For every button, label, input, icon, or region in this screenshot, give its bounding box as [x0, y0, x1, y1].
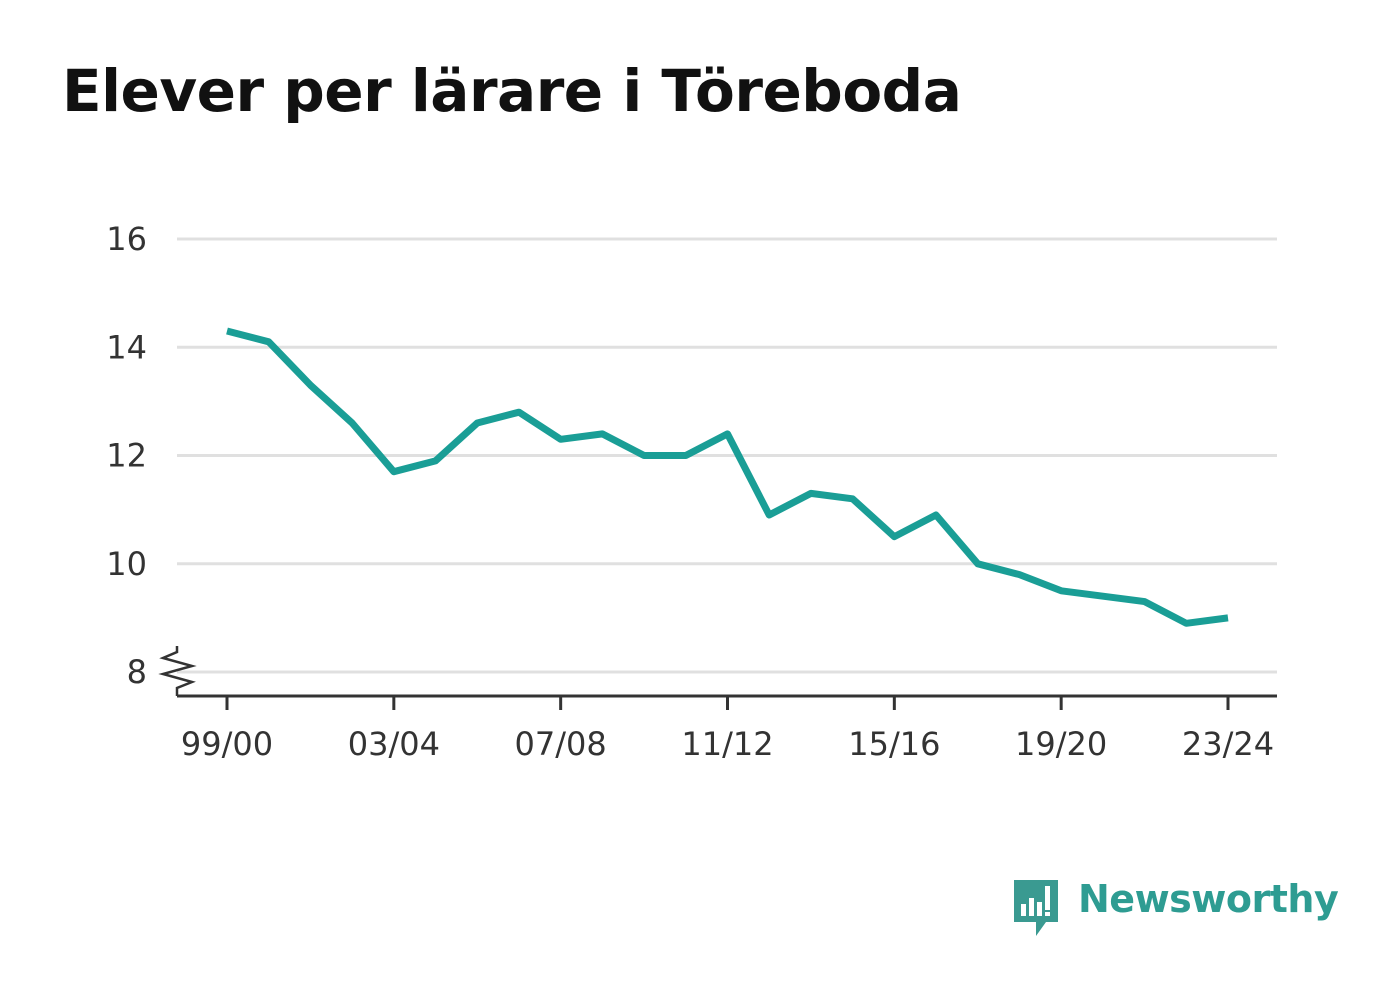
x-tick-label-03-04: 03/04 [348, 725, 440, 763]
data-point-09-10 [641, 452, 648, 459]
y-tick-label-16: 16 [106, 220, 147, 258]
data-point-08-09 [599, 430, 606, 437]
data-point-05-06 [474, 420, 481, 427]
data-point-10-11 [682, 452, 689, 459]
y-tick-label-10: 10 [106, 545, 147, 583]
axis-break-icon [158, 646, 197, 696]
data-point-21-22 [1141, 598, 1148, 605]
data-point-04-05 [432, 457, 439, 464]
brand: Newsworthy [1012, 877, 1339, 940]
data-point-11-12 [724, 430, 731, 437]
data-point-02-03 [349, 420, 356, 427]
newsworthy-logo-icon [1014, 880, 1058, 936]
data-point-14-15 [849, 495, 856, 502]
brand-name: Newsworthy [1078, 877, 1339, 921]
data-point-16-17 [933, 512, 940, 519]
x-tick-label-19-20: 19/20 [1015, 725, 1107, 763]
grid-lines [177, 237, 1277, 674]
data-point-15-16 [891, 533, 898, 540]
data-point-23-24 [1225, 614, 1232, 621]
data-point-17-18 [974, 560, 981, 567]
series-layer [224, 327, 1232, 627]
x-axis: 99/00 03/04 07/08 11/12 15/16 19/20 23/24 [177, 694, 1277, 763]
x-tick-label-15-16: 15/16 [848, 725, 940, 763]
y-tick-label-12: 12 [106, 437, 147, 475]
x-tick-label-07-08: 07/08 [515, 725, 607, 763]
x-tick-label-99-00: 99/00 [181, 725, 273, 763]
data-point-12-13 [766, 512, 773, 519]
data-point-13-14 [807, 490, 814, 497]
data-point-00-01 [265, 338, 272, 345]
data-point-19-20 [1058, 587, 1065, 594]
data-point-22-23 [1183, 620, 1190, 627]
x-tick-label-23-24: 23/24 [1182, 725, 1274, 763]
y-tick-label-8: 8 [127, 653, 147, 691]
chart-title: Elever per lärare i Töreboda [62, 57, 962, 125]
data-point-01-02 [307, 382, 314, 389]
data-point-99-00 [224, 328, 231, 335]
data-point-18-19 [1016, 571, 1023, 578]
data-point-06-07 [515, 409, 522, 416]
series-line-0 [226, 327, 1229, 627]
data-point-07-08 [557, 436, 564, 443]
data-point-20-21 [1099, 593, 1106, 600]
y-axis: 8 10 12 14 16 [106, 220, 197, 696]
x-tick-label-11-12: 11/12 [681, 725, 773, 763]
data-point-03-04 [390, 468, 397, 475]
y-tick-label-14: 14 [106, 328, 147, 366]
